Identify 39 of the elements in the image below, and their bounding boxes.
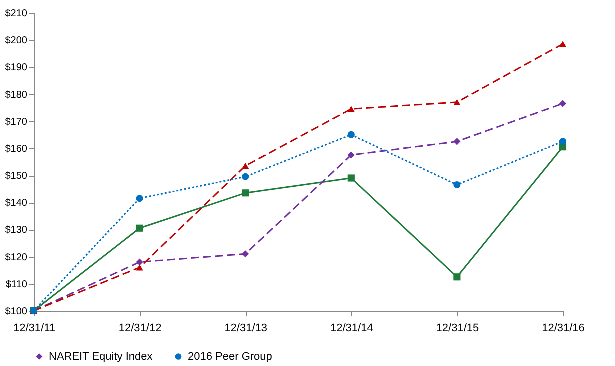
y-tick-label: $200: [5, 36, 28, 47]
point: [242, 250, 250, 258]
point: [454, 99, 461, 106]
point: [559, 100, 567, 108]
legend-label: NAREIT Equity Index: [49, 350, 154, 363]
point: [242, 163, 250, 170]
point: [454, 274, 461, 281]
x-tick-label: 12/31/13: [224, 322, 268, 334]
point: [348, 174, 355, 182]
x-tick-label: 12/31/15: [436, 322, 480, 334]
point: [136, 224, 144, 232]
point: [242, 173, 250, 180]
y-tick-label: $210: [5, 8, 28, 20]
y-tick-label: $110: [6, 279, 28, 290]
y-tick-label: $120: [5, 252, 28, 264]
point: [559, 41, 567, 48]
point: [348, 152, 355, 159]
point: [559, 138, 567, 146]
point: [454, 182, 461, 189]
y-tick-label: $100: [5, 306, 28, 318]
y-tick-label: $160: [5, 144, 28, 155]
y-tick-label: $190: [5, 62, 28, 74]
x-tick-label: 12/31/12: [118, 322, 162, 334]
point: [136, 195, 144, 202]
point: [242, 190, 250, 197]
y-tick-label: $180: [5, 90, 28, 101]
point: [348, 106, 355, 112]
y-tick-label: $130: [5, 225, 28, 236]
y-tick-label: $150: [5, 171, 28, 182]
y-tick-label: $170: [5, 116, 28, 128]
y-tick-label: $140: [5, 198, 28, 210]
point: [348, 131, 355, 138]
point: [136, 258, 144, 266]
point: [454, 138, 461, 146]
x-tick-label: 12/31/16: [542, 322, 585, 334]
point: [136, 264, 144, 271]
legend-label: 2016 Peer Group: [188, 350, 272, 363]
x-tick-label: 12/31/14: [330, 322, 374, 334]
x-tick-label: 12/31/11: [13, 322, 56, 334]
